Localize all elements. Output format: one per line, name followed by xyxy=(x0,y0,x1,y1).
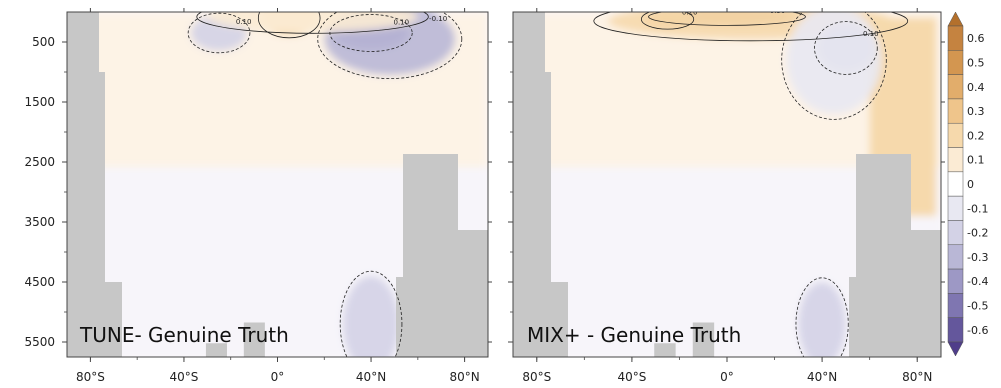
colorbar-label: 0.2 xyxy=(967,129,985,142)
panel-mix-axes: 80°S 40°S 0° 40°N 80°N xyxy=(508,8,945,384)
colorbar-swatch xyxy=(947,122,964,148)
x-tick-label: 0° xyxy=(271,370,285,384)
contour-label: 0.10 xyxy=(236,18,252,26)
colorbar-label: 0.6 xyxy=(967,32,985,45)
colorbar-swatch xyxy=(947,317,964,343)
panel-tune: 0.10 -0.10 0.10 80°S 40°S 0° 40°N 80°N 500 1500 2… xyxy=(24,8,492,384)
colorbar-swatch xyxy=(947,268,964,294)
colorbar-label: -0.2 xyxy=(967,227,988,240)
contour-label: 0.20 xyxy=(682,9,698,17)
contour-line-1 xyxy=(317,12,463,79)
contour-line-4 xyxy=(781,12,887,120)
panel-mix-contours: 0.30 0.20 0.10 0.10 xyxy=(593,6,909,357)
colorbar-label: 0.5 xyxy=(967,56,985,69)
y-tick-label: 4500 xyxy=(24,275,55,289)
contour-label: 0.10 xyxy=(863,30,879,38)
land-mask-1 xyxy=(849,154,941,357)
y-tick-label: 3500 xyxy=(24,215,55,229)
land-mask-2 xyxy=(205,343,227,357)
colorbar-label: -0.3 xyxy=(967,251,988,264)
contour-label: 0.10 xyxy=(836,6,852,14)
land-mask-3 xyxy=(243,322,265,357)
x-tick-label: 40°S xyxy=(169,370,198,384)
anomaly-neg-4 xyxy=(786,12,882,114)
land-mask-2 xyxy=(654,343,676,357)
colorbar-swatch xyxy=(947,171,964,197)
colorbar-label: 0 xyxy=(967,178,974,191)
x-tick-label: 40°N xyxy=(807,370,837,384)
x-tick-label: 80°S xyxy=(522,370,551,384)
colorbar-swatch xyxy=(947,74,964,100)
colorbar-label: 0.3 xyxy=(967,105,985,118)
colorbar-label: 0.4 xyxy=(967,81,985,94)
y-tick-label: 2500 xyxy=(24,155,55,169)
x-tick-label: 80°N xyxy=(902,370,932,384)
colorbar-swatch xyxy=(947,50,964,75)
colorbar-swatch xyxy=(947,195,964,221)
colorbar-label: -0.1 xyxy=(967,202,988,215)
colorbar-label: -0.4 xyxy=(967,275,988,288)
contour-line-5 xyxy=(339,270,403,357)
land-mask-0 xyxy=(513,12,568,357)
colorbar-swatch xyxy=(947,147,964,173)
contour-line-4 xyxy=(196,12,429,34)
colorbar-swatch xyxy=(947,98,964,124)
panel-tune-axes: 80°S 40°S 0° 40°N 80°N 500 1500 2500 3500 4500 550… xyxy=(24,8,492,384)
colorbar-swatch xyxy=(947,244,964,270)
colorbar-label: -0.6 xyxy=(967,324,988,337)
x-tick-label: 80°S xyxy=(76,370,105,384)
panel-mix: 0.30 0.20 0.10 0.10 80°S 40°S 0° 40°N 80°N MIX+… xyxy=(508,6,945,384)
panel-tune-land xyxy=(67,12,488,357)
panel-tune-contours: 0.10 -0.10 0.10 xyxy=(187,12,463,357)
anomaly-pos-4 xyxy=(207,12,418,32)
contour-line-2 xyxy=(593,12,909,42)
land-mask-0 xyxy=(67,12,122,357)
panel-tune-label: TUNE- Genuine Truth xyxy=(79,323,289,347)
y-tick-label: 500 xyxy=(32,35,55,49)
land-mask-1 xyxy=(396,154,488,357)
contour-line-5 xyxy=(795,277,849,357)
y-tick-label: 5500 xyxy=(24,335,55,349)
panel-mix-land xyxy=(513,12,941,357)
colorbar-swatch xyxy=(947,25,964,51)
contour-label: -0.10 xyxy=(429,15,447,23)
colorbar-label: 0.1 xyxy=(967,154,985,167)
contour-line-2 xyxy=(187,12,251,54)
anomaly-neg-5 xyxy=(342,276,400,357)
x-tick-label: 40°S xyxy=(617,370,646,384)
x-tick-label: 0° xyxy=(720,370,734,384)
contour-line-3 xyxy=(257,12,321,39)
anomaly-neg-5 xyxy=(798,282,846,357)
y-tick-label: 1500 xyxy=(24,95,55,109)
x-tick-label: 40°N xyxy=(356,370,386,384)
contour-label: 0.30 xyxy=(770,7,786,15)
contour-line-1 xyxy=(641,12,695,30)
colorbar-swatch xyxy=(947,220,964,246)
x-tick-label: 80°N xyxy=(449,370,479,384)
colorbar-top-arrow xyxy=(947,11,964,27)
colorbar-label: -0.5 xyxy=(967,300,988,313)
colorbar-bottom-arrow xyxy=(947,341,964,357)
contour-line-3 xyxy=(814,21,878,75)
colorbar: 0.6 0.5 0.4 0.3 0.2 0.1 0 -0.1 -0.2 -0.3 -0.4 -0.5 -… xyxy=(947,11,988,357)
contour-line-0 xyxy=(648,12,806,26)
colorbar-swatch xyxy=(947,293,964,318)
land-mask-3 xyxy=(692,322,715,357)
panel-mix-label: MIX+ - Genuine Truth xyxy=(527,323,741,347)
contour-label: 0.10 xyxy=(394,19,410,27)
